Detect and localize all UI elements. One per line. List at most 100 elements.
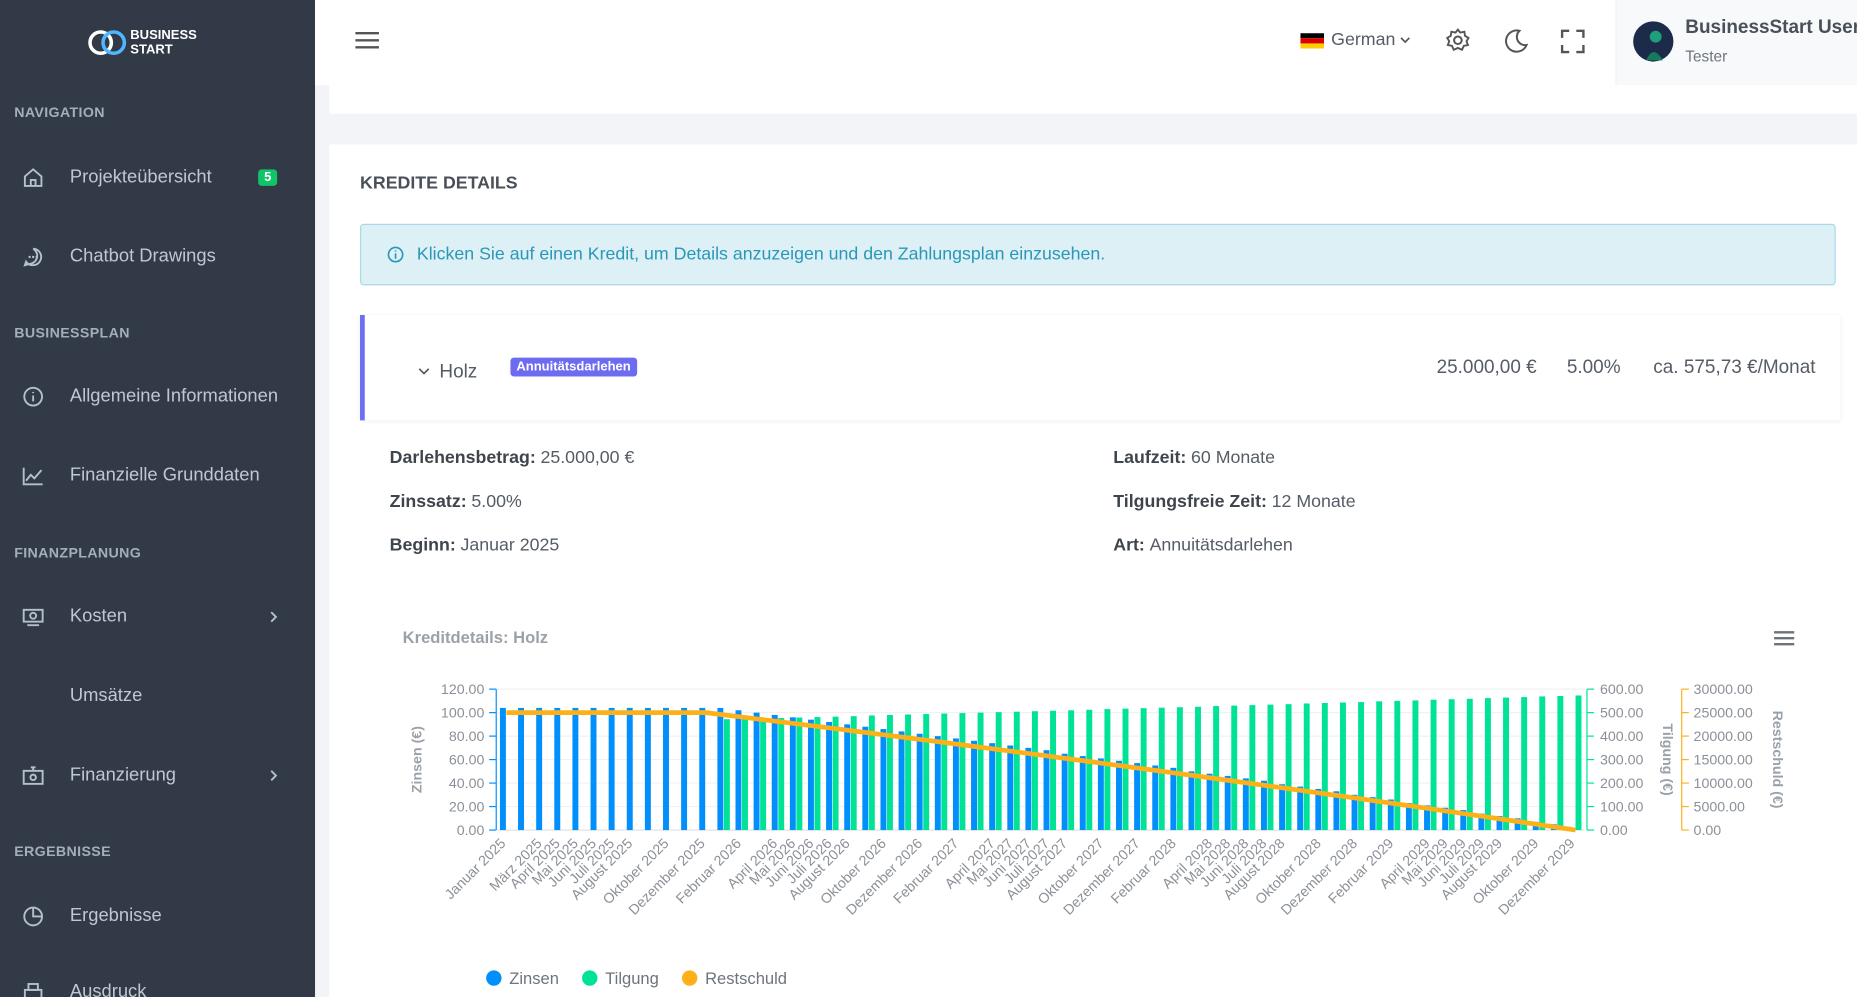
bar — [591, 708, 597, 830]
legend-item[interactable]: Zinsen — [486, 969, 559, 988]
bar — [1152, 765, 1158, 830]
bar — [1068, 710, 1074, 830]
legend-label: Zinsen — [509, 969, 559, 988]
bar — [1503, 698, 1509, 830]
y-tick-label: 600.00 — [1600, 682, 1644, 698]
bar — [1195, 707, 1201, 830]
bar — [1376, 701, 1382, 830]
y-tick-label: 120.00 — [441, 682, 485, 698]
bar — [1322, 703, 1328, 830]
bar — [736, 710, 742, 830]
bar — [1050, 711, 1056, 830]
bar — [1123, 709, 1129, 830]
bar — [699, 708, 705, 830]
y-tick-label: 200.00 — [1600, 776, 1644, 792]
legend-label: Restschuld — [705, 969, 787, 988]
bar — [1485, 698, 1491, 830]
bar — [1207, 774, 1213, 830]
legend-marker — [682, 970, 697, 985]
bar — [1286, 704, 1292, 830]
y-tick-label: 20000.00 — [1694, 729, 1753, 745]
y-tick-label: 0.00 — [1694, 823, 1722, 839]
y-tick-label: 100.00 — [1600, 799, 1644, 815]
bar — [1268, 705, 1274, 830]
bar — [645, 708, 651, 830]
legend-item[interactable]: Tilgung — [582, 969, 659, 988]
bar — [1358, 702, 1364, 830]
bar — [941, 714, 947, 830]
bar — [1189, 771, 1195, 830]
bar — [1098, 758, 1104, 830]
bar — [1467, 699, 1473, 830]
bar — [724, 719, 730, 830]
y-tick-label: 0.00 — [1600, 823, 1628, 839]
legend-marker — [582, 970, 597, 985]
bar — [917, 734, 923, 830]
bar — [717, 708, 723, 830]
bar — [1014, 712, 1020, 830]
bar — [862, 727, 868, 830]
bar — [796, 718, 802, 830]
bar — [808, 720, 814, 830]
y-tick-label: 80.00 — [449, 729, 485, 745]
bar — [1116, 761, 1122, 830]
bar — [1086, 710, 1092, 830]
bar — [1394, 701, 1400, 830]
bar — [1261, 781, 1267, 830]
bar — [518, 708, 524, 830]
bar — [778, 718, 784, 830]
bar — [572, 708, 578, 830]
y-tick-label: 40.00 — [449, 776, 485, 792]
bar — [1025, 748, 1031, 830]
bar — [1249, 705, 1255, 830]
y-tick-label: 300.00 — [1600, 752, 1644, 768]
bar — [880, 729, 886, 830]
bar — [1080, 756, 1086, 830]
bar — [1170, 768, 1176, 830]
bar — [996, 712, 1002, 830]
bar — [971, 741, 977, 830]
bar — [500, 708, 506, 830]
bar — [1297, 787, 1303, 830]
bar — [1557, 696, 1563, 830]
legend-marker — [486, 970, 501, 985]
bar — [754, 713, 760, 830]
bar — [1279, 784, 1285, 830]
bar — [1104, 709, 1110, 830]
y-tick-label: 100.00 — [441, 705, 485, 721]
bar — [1521, 697, 1527, 830]
y-tick-label: 20.00 — [449, 799, 485, 815]
bar — [790, 717, 796, 830]
bar — [1044, 750, 1050, 830]
bar — [1007, 746, 1013, 831]
bar — [554, 708, 560, 830]
bar — [627, 708, 633, 830]
bar — [1304, 703, 1310, 830]
bar — [844, 724, 850, 830]
bar — [899, 731, 905, 830]
bar — [989, 743, 995, 830]
bar — [1243, 778, 1249, 830]
bar — [953, 738, 959, 830]
y-tick-label: 25000.00 — [1694, 705, 1753, 721]
bar — [1412, 700, 1418, 830]
bar — [826, 722, 832, 830]
y-tick-label: 30000.00 — [1694, 682, 1753, 698]
bar — [905, 715, 911, 831]
bar — [833, 717, 839, 830]
y-tick-label: 5000.00 — [1694, 799, 1745, 815]
bar — [1225, 776, 1231, 830]
legend-label: Tilgung — [605, 969, 659, 988]
chart-title: Kreditdetails: Holz — [403, 628, 548, 647]
bar — [1134, 763, 1140, 830]
y-tick-label: 15000.00 — [1694, 752, 1753, 768]
axis-title: Tilgung (€) — [1659, 723, 1675, 796]
bar — [681, 708, 687, 830]
bar — [1231, 706, 1237, 830]
y-tick-label: 60.00 — [449, 752, 485, 768]
legend-item[interactable]: Restschuld — [682, 969, 787, 988]
bar — [1539, 696, 1545, 830]
chart-menu[interactable] — [1774, 632, 1794, 644]
